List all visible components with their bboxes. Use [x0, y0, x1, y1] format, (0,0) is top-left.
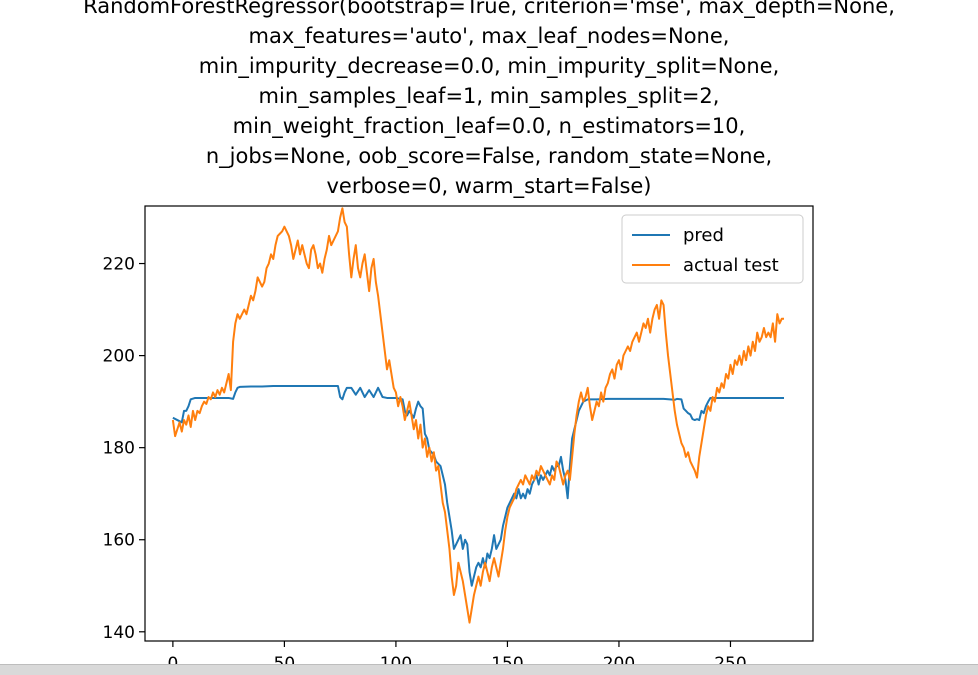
- title-line: RandomForestRegressor(bootstrap=True, cr…: [83, 0, 895, 18]
- window-scroll-edge: [0, 664, 978, 675]
- legend-label: actual test: [683, 255, 779, 276]
- series-layer: [171, 207, 785, 624]
- y-tick-label: 220: [103, 255, 135, 275]
- y-axis: 140 160 180 200 220: [103, 255, 145, 643]
- legend: pred actual test: [621, 214, 804, 284]
- title-line: n_jobs=None, oob_score=False, random_sta…: [205, 144, 773, 168]
- y-tick-label: 200: [103, 347, 135, 367]
- legend-label: pred: [683, 225, 724, 246]
- y-tick-label: 140: [103, 623, 135, 643]
- axes-frame: [144, 205, 814, 642]
- y-tick-label: 180: [103, 439, 135, 459]
- title-line: min_samples_leaf=1, min_samples_split=2,: [258, 84, 720, 108]
- title-line: min_weight_fraction_leaf=0.0, n_estimato…: [232, 114, 746, 138]
- title-line: min_impurity_decrease=0.0, min_impurity_…: [198, 54, 780, 78]
- chart-title: RandomForestRegressor(bootstrap=True, cr…: [0, 0, 978, 201]
- series-line-actual-test: [171, 207, 785, 624]
- title-line: max_features='auto', max_leaf_nodes=None…: [248, 24, 730, 48]
- y-tick-label: 160: [103, 531, 135, 551]
- title-line: verbose=0, warm_start=False): [326, 174, 652, 198]
- series-line-pred: [172, 384, 785, 587]
